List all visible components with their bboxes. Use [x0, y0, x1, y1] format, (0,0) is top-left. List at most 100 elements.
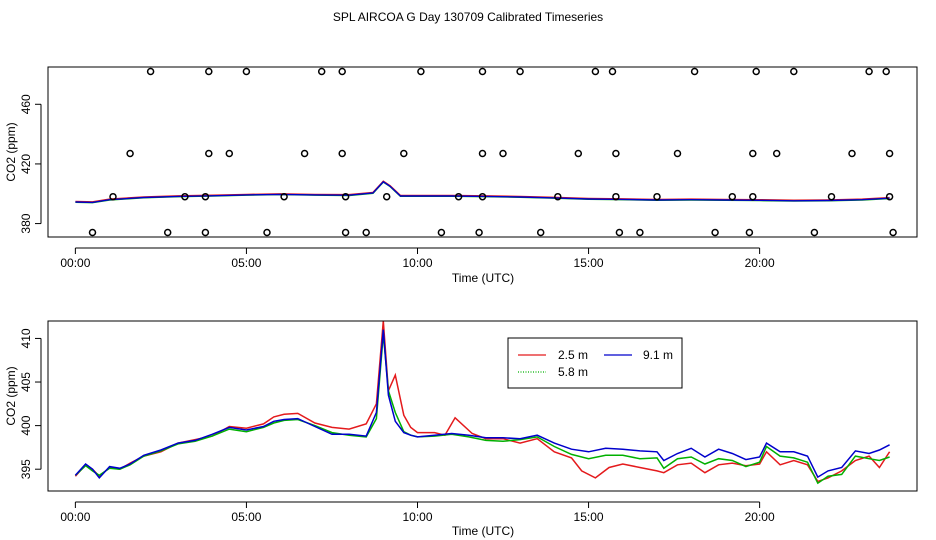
top-data-marker: [810, 228, 819, 237]
top-data-marker: [790, 67, 798, 76]
top-data-marker: [711, 228, 719, 237]
bottom-y-axis-label: CO2 (ppm): [4, 366, 18, 425]
bottom-x-tick-label: 00:00: [60, 510, 90, 524]
top-data-marker: [612, 192, 620, 201]
top-data-marker: [536, 228, 545, 237]
top-data-marker: [317, 67, 326, 76]
top-data-marker: [201, 192, 210, 201]
top-data-marker: [88, 228, 97, 237]
top-data-marker: [225, 149, 234, 158]
top-data-marker: [417, 67, 425, 76]
legend-label-5-8m: 5.8 m: [558, 365, 588, 379]
figure-title: SPL AIRCOA G Day 130709 Calibrated Times…: [333, 10, 603, 24]
top-data-marker: [181, 192, 189, 201]
bottom-x-tick-label: 05:00: [231, 510, 261, 524]
top-data-marker: [163, 228, 172, 237]
top-data-marker: [300, 149, 309, 158]
top-data-marker: [478, 149, 487, 158]
top-data-marker: [885, 149, 894, 158]
legend-label-2-5m: 2.5 m: [558, 348, 588, 362]
top-data-marker: [827, 192, 836, 201]
top-series-line-2-5-m: [75, 180, 890, 203]
bottom-y-tick-label: 400: [19, 415, 33, 435]
bottom-y-tick-label: 410: [19, 328, 33, 348]
top-data-marker: [516, 67, 524, 76]
top-data-marker: [362, 228, 370, 237]
top-data-marker: [554, 192, 562, 201]
legend: 2.5 m 5.8 m 9.1 m: [507, 337, 683, 389]
top-data-marker: [673, 149, 682, 158]
top-data-marker: [574, 149, 583, 158]
bottom-series-line-9-1-m: [74, 329, 890, 480]
top-data-marker: [728, 192, 737, 201]
top-y-tick-label: 420: [19, 154, 33, 174]
top-x-axis-label: Time (UTC): [452, 271, 514, 285]
top-y-tick-label: 460: [19, 94, 33, 114]
top-x-tick-label: 00:00: [60, 256, 90, 270]
top-data-marker: [591, 67, 600, 76]
top-data-marker: [608, 67, 617, 76]
top-data-marker: [341, 228, 350, 237]
top-x-axis: 00:00 05:00 10:00 15:00 20:00: [60, 247, 775, 270]
bottom-panel: 00:00 05:00 10:00 15:00 20:00 395 400 405 410 T…: [4, 320, 918, 538]
top-data-marker: [848, 149, 856, 158]
top-data-marker: [865, 67, 873, 76]
top-panel: 00:00 05:00 10:00 15:00 20:00 380 420 460 Time…: [4, 66, 918, 285]
top-data-marker: [382, 192, 391, 201]
bottom-y-tick-label: 395: [19, 459, 33, 479]
top-data-marker: [653, 192, 661, 201]
top-data-marker: [280, 192, 288, 201]
bottom-series-line-2-5-m: [74, 320, 891, 483]
top-data-marker: [475, 228, 483, 237]
top-data-marker: [201, 228, 210, 237]
bottom-x-tick-label: 10:00: [402, 510, 432, 524]
top-data-marker: [885, 192, 894, 201]
top-data-marker: [745, 228, 754, 237]
bottom-y-axis: 395 400 405 410: [19, 328, 42, 479]
top-data-marker: [205, 67, 213, 76]
top-data-marker: [478, 192, 487, 201]
top-data-marker: [338, 67, 346, 76]
top-data-marker: [341, 192, 350, 201]
legend-box: [507, 337, 683, 389]
top-data-marker: [126, 149, 134, 158]
top-x-tick-label: 05:00: [231, 256, 261, 270]
top-data-marker: [749, 192, 757, 201]
top-series-line-9-1-m: [75, 180, 890, 204]
top-data-marker: [690, 67, 699, 76]
top-data-marker: [636, 228, 644, 237]
bottom-plot-frame: [47, 320, 918, 492]
top-x-tick-label: 10:00: [402, 256, 432, 270]
bottom-y-tick-label: 405: [19, 372, 33, 392]
top-plot-frame: [47, 66, 918, 238]
top-data-marker: [615, 228, 624, 237]
top-data-marker: [882, 67, 890, 76]
bottom-x-axis: 00:00 05:00 10:00 15:00 20:00: [60, 501, 775, 524]
top-data-marker: [437, 228, 446, 237]
bottom-x-tick-label: 15:00: [574, 510, 604, 524]
bottom-x-tick-label: 20:00: [745, 510, 775, 524]
top-data-marker: [146, 67, 155, 76]
top-data-marker: [612, 149, 620, 158]
top-data-marker: [400, 149, 408, 158]
top-y-axis-label: CO2 (ppm): [4, 122, 18, 181]
top-data-marker: [752, 67, 760, 76]
top-x-tick-label: 20:00: [745, 256, 775, 270]
top-data-marker: [205, 149, 213, 158]
top-y-axis: 380 420 460: [19, 94, 42, 234]
top-data-marker: [454, 192, 463, 201]
top-data-marker: [338, 149, 346, 158]
top-data-marker: [749, 149, 757, 158]
top-data-marker: [109, 192, 117, 201]
legend-label-9-1m: 9.1 m: [643, 348, 673, 362]
top-data-marker: [263, 228, 271, 237]
bottom-series-line-5-8-m: [74, 334, 890, 485]
top-panel-marks: [75, 67, 897, 237]
top-data-marker: [889, 228, 897, 237]
top-data-marker: [499, 149, 507, 158]
top-data-marker: [242, 67, 251, 76]
top-data-marker: [478, 67, 487, 76]
top-data-marker: [772, 149, 781, 158]
top-x-tick-label: 15:00: [574, 256, 604, 270]
